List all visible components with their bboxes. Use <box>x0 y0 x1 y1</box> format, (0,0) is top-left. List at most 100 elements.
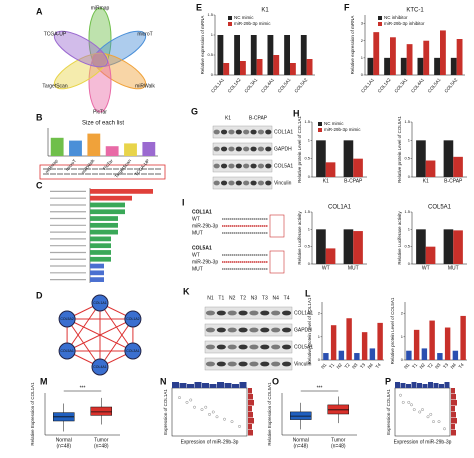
x-tick-label: T1 <box>328 362 336 370</box>
bar <box>416 229 426 264</box>
point <box>215 415 219 419</box>
blot-band <box>281 327 292 333</box>
y-axis-label: Relative Expression of COL1A1 <box>30 382 35 446</box>
seq-row-label: WT <box>192 216 200 222</box>
bar <box>425 246 436 264</box>
blot-band <box>257 129 265 135</box>
bar <box>338 350 345 360</box>
venn-set-label: TargetScan <box>42 83 68 89</box>
point <box>238 424 241 428</box>
point <box>401 400 405 404</box>
x-tick-label: K1 <box>323 178 329 184</box>
bar <box>323 353 329 360</box>
panel-letter: B <box>36 112 43 122</box>
venn-petal <box>53 30 109 68</box>
blot-band <box>249 310 259 316</box>
x-tick-label: B-CPAP <box>344 178 363 184</box>
marginal-bar <box>248 430 253 436</box>
network-node <box>124 310 142 328</box>
venn-set-label: miRmap <box>91 5 110 11</box>
x-tick-label: COL5A2 <box>293 77 308 94</box>
x-axis-label: Expression of miR-29b-3p <box>394 439 452 445</box>
marginal-bar <box>451 430 456 436</box>
y-tick-label: 0.5 <box>404 244 410 249</box>
bar <box>240 61 246 75</box>
x-tick-label: Normal <box>293 437 309 443</box>
x-tick-label: COL1A2 <box>227 77 242 94</box>
y-tick-label: 1.5 <box>304 119 310 124</box>
node-label: COL4A1 <box>93 365 106 369</box>
point <box>185 400 189 404</box>
x-tick-label: B-CPAP <box>444 178 463 184</box>
blot-band <box>265 180 272 186</box>
panel-letter: N <box>160 376 167 386</box>
blot-band <box>235 146 242 152</box>
y-axis-label: Relative expression of mRNA <box>350 16 355 75</box>
legend-swatch <box>228 16 232 20</box>
panel-letter: E <box>196 2 202 12</box>
lane-label: T3 <box>262 295 268 301</box>
blot-band <box>205 344 216 350</box>
bar <box>90 250 111 255</box>
bar <box>90 229 118 235</box>
bar <box>234 35 240 75</box>
y-tick-label: 0 <box>401 357 404 362</box>
x-tick-label: COL5A1 <box>277 77 292 94</box>
y-tick-label: 1 <box>308 226 311 231</box>
y-tick-label: 1 <box>308 137 311 142</box>
blot-band <box>238 310 248 316</box>
blot-band <box>213 129 220 135</box>
blot-band <box>250 163 257 169</box>
blot-row-label: Vinculin <box>294 361 312 367</box>
lane-label: N2 <box>229 295 236 301</box>
lane-label: N1 <box>207 295 214 301</box>
legend-label: NC mimic <box>234 15 254 20</box>
blot-band <box>227 327 237 333</box>
point <box>223 417 226 421</box>
x-tick-label: COL3A1 <box>243 77 258 94</box>
bar <box>452 350 459 360</box>
legend-label: NC mimic <box>324 121 344 126</box>
y-tick-label: 0.5 <box>304 156 310 161</box>
blot-band <box>213 146 220 152</box>
bar <box>90 209 125 215</box>
blot-band <box>249 361 259 367</box>
bar <box>306 59 313 75</box>
network-node <box>58 342 76 360</box>
blot-row-label: COL1A1 <box>274 129 293 135</box>
blot-band <box>265 146 272 152</box>
bar <box>69 140 82 156</box>
bar <box>142 142 156 156</box>
bar <box>373 32 380 75</box>
bar <box>354 353 360 360</box>
point <box>429 412 433 416</box>
chart-title: K1 <box>261 8 269 14</box>
y-axis-label: Relative protein Level of COL1A1 <box>307 297 312 364</box>
y-axis-label: Relative Luciferase activity <box>297 211 302 265</box>
blot-band <box>238 361 248 367</box>
gene-label: COL5A1 <box>192 245 212 251</box>
blot-band <box>220 146 228 152</box>
x-tick-label: T1 <box>411 362 419 370</box>
bar <box>377 322 383 360</box>
blot-band <box>260 310 270 316</box>
marginal-bar <box>400 383 406 388</box>
marginal-bar <box>248 388 252 394</box>
bar <box>90 216 118 221</box>
marginal-bar <box>451 418 457 424</box>
seq-row-label: WT <box>192 252 200 258</box>
seq-row-label: MUT <box>192 266 203 272</box>
blot-band <box>271 361 281 367</box>
marginal-bar <box>232 384 239 388</box>
bar <box>444 327 451 360</box>
x-tick-label: T2 <box>427 362 435 370</box>
marginal-bar <box>179 383 187 388</box>
legend-swatch <box>378 22 382 26</box>
blot-band <box>228 180 235 186</box>
bar <box>90 222 118 228</box>
plot-frame <box>171 387 248 437</box>
lane-label: T2 <box>240 295 246 301</box>
panel-letter: O <box>272 376 279 386</box>
x-tick-label: miRmap <box>44 158 59 174</box>
